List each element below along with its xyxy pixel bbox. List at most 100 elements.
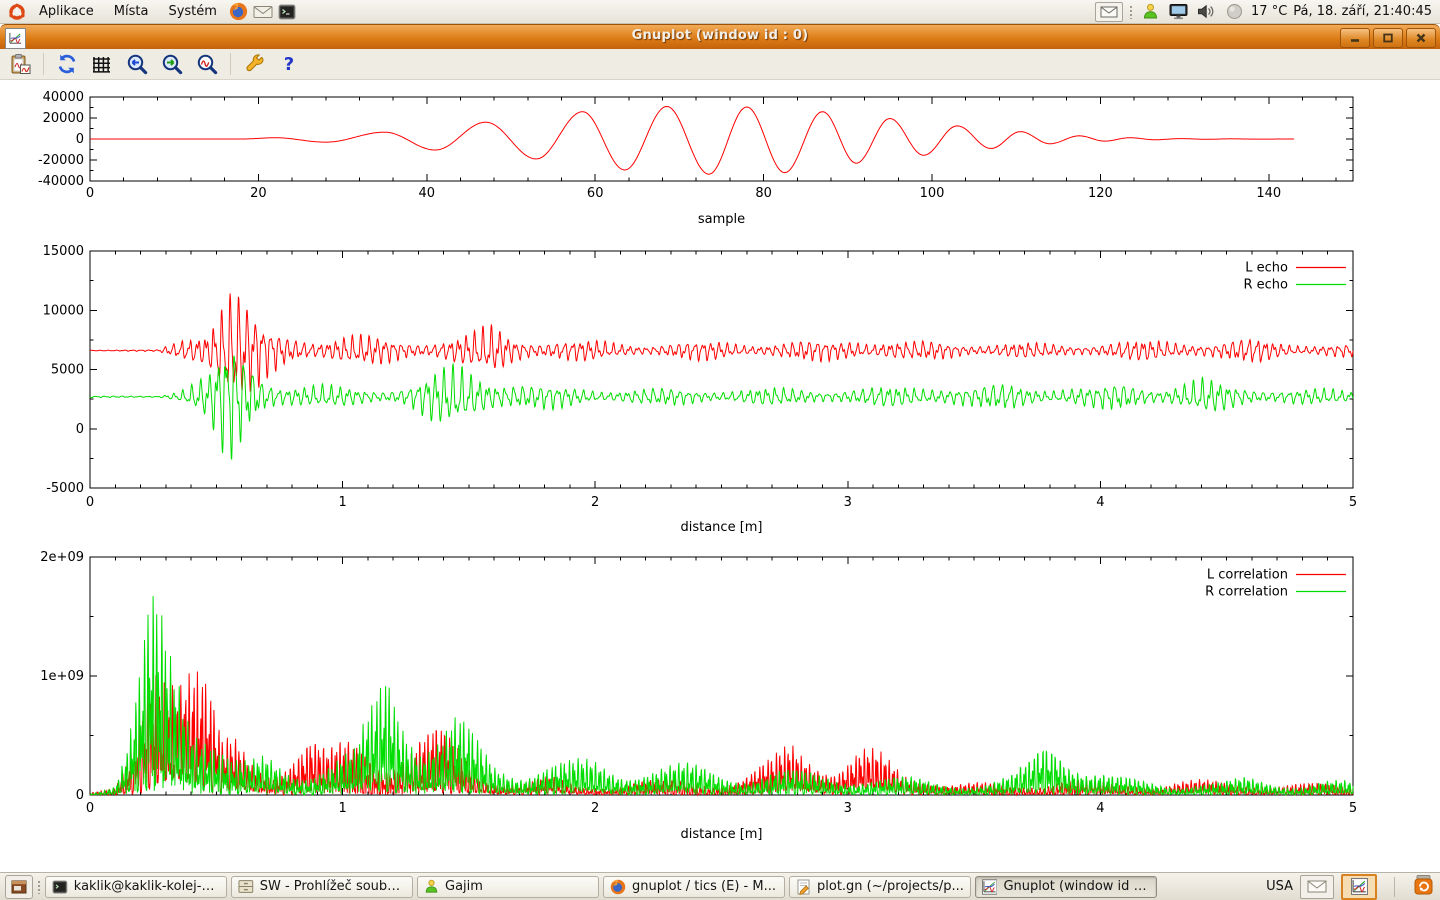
x-tick-label: 1	[338, 495, 346, 510]
show-desktop-button[interactable]	[5, 874, 33, 899]
terminal-launcher[interactable]	[276, 1, 298, 23]
help-button[interactable]: ?	[275, 51, 303, 77]
notification-mail-tray[interactable]	[1095, 1, 1124, 22]
ubuntu-menu-icon[interactable]	[6, 1, 28, 23]
clock[interactable]: Pá, 18. září, 21:40:45	[1293, 4, 1432, 19]
chart-correlation[interactable]: 0 1 2 3 4 5 0 1e+09 2e+09 distance [m] L correlati…	[0, 549, 1440, 849]
chart-sample-waveform[interactable]: 0 20 40 60 80 100 120 140 -40000 -20000 0 20000 4000…	[0, 88, 1440, 236]
toggle-grid-button[interactable]	[88, 51, 116, 77]
x-tick-label: 140	[1256, 186, 1281, 201]
x-tick-label: 0	[86, 186, 94, 201]
zoom-previous-icon	[127, 54, 148, 75]
terminal-icon	[52, 879, 68, 894]
task-label: SW - Prohlížeč souborů	[259, 879, 406, 894]
mail-launcher[interactable]	[252, 1, 274, 23]
firefox-launcher[interactable]	[228, 1, 250, 23]
x-tick-label: 3	[844, 801, 852, 816]
y-tick-label: 20000	[43, 111, 84, 126]
trash-applet[interactable]	[1412, 873, 1435, 900]
maximize-button[interactable]	[1373, 28, 1403, 48]
file-manager-icon	[238, 880, 254, 893]
clipboard-plot-icon	[11, 54, 31, 74]
wrench-icon	[246, 54, 264, 72]
tray-gnuplot[interactable]	[1341, 873, 1377, 900]
copy-to-clipboard-button[interactable]	[6, 51, 34, 77]
x-tick-label: 5	[1349, 495, 1357, 510]
ubuntu-logo-icon	[9, 3, 25, 20]
legend-label: R echo	[1243, 278, 1288, 293]
gnuplot-window-icon	[5, 28, 26, 49]
mail-icon	[1307, 880, 1327, 893]
task-label: kaklik@kaklik-kolej-u...	[73, 879, 220, 894]
task-label: Gnuplot (window id : 0)	[1003, 879, 1150, 894]
task-button-file-manager[interactable]: SW - Prohlížeč souborů	[231, 875, 413, 898]
terminal-icon	[278, 4, 296, 19]
weather-tray-icon[interactable]	[1223, 1, 1245, 23]
plot-axes: 0 1 2 3 4 5 0 1e+09 2e+09	[40, 550, 1357, 816]
menu-system[interactable]: Systém	[168, 3, 217, 19]
x-axis-label: sample	[698, 212, 745, 227]
toolbar-separator	[230, 53, 231, 75]
x-axis-label: distance [m]	[680, 520, 762, 535]
task-label: Gajim	[445, 879, 483, 894]
x-tick-label: 4	[1096, 495, 1104, 510]
toolbar-separator	[43, 53, 44, 75]
x-tick-label: 1	[338, 801, 346, 816]
x-tick-label: 120	[1088, 186, 1113, 201]
replot-button[interactable]	[53, 51, 81, 77]
gnuplot-canvas[interactable]	[0, 80, 1440, 872]
display-tray-icon[interactable]	[1167, 1, 1189, 23]
zoom-default-button[interactable]	[193, 51, 221, 77]
x-tick-label: 2	[591, 801, 599, 816]
series-r-echo	[89, 355, 1354, 460]
menu-applications[interactable]: Aplikace	[39, 3, 94, 19]
taskbar-handle	[37, 879, 41, 894]
firefox-icon	[610, 879, 626, 894]
speaker-icon	[1198, 4, 1214, 19]
volume-tray-icon[interactable]	[1195, 1, 1217, 23]
minimize-button[interactable]	[1340, 28, 1370, 48]
configure-button[interactable]	[240, 51, 268, 77]
tray-handle	[1129, 4, 1134, 19]
minimize-icon	[1351, 39, 1359, 42]
x-tick-label: 5	[1349, 801, 1357, 816]
help-icon: ?	[284, 54, 294, 75]
svg-text:?: ?	[284, 54, 294, 75]
legend-label: L echo	[1245, 261, 1288, 276]
task-label: plot.gn (~/projects/p...	[817, 879, 964, 894]
gajim-person-icon	[425, 879, 438, 893]
close-button[interactable]	[1406, 28, 1436, 48]
taskbar: kaklik@kaklik-kolej-u... SW - Prohlížeč …	[0, 872, 1440, 900]
taskbar-separator	[1394, 876, 1395, 897]
y-tick-label: 0	[76, 422, 84, 437]
task-button-gnuplot[interactable]: Gnuplot (window id : 0)	[975, 875, 1157, 898]
task-button-firefox[interactable]: gnuplot / tics (E) - M...	[603, 875, 785, 898]
task-button-gajim[interactable]: Gajim	[417, 875, 599, 898]
task-button-terminal[interactable]: kaklik@kaklik-kolej-u...	[45, 875, 227, 898]
zoom-previous-button[interactable]	[123, 51, 151, 77]
top-panel: Aplikace Místa Systém	[0, 0, 1440, 24]
plot-border	[89, 556, 1354, 796]
series-signal	[90, 105, 1295, 175]
menu-places[interactable]: Místa	[113, 3, 149, 19]
gnuplot-icon	[982, 878, 998, 895]
keyboard-layout-indicator[interactable]: USA	[1266, 879, 1293, 894]
maximize-icon	[1383, 33, 1393, 43]
gajim-person-icon	[1143, 3, 1157, 19]
y-tick-label: 10000	[43, 303, 84, 318]
gnuplot-icon	[1350, 878, 1368, 895]
plot-border	[89, 250, 1354, 489]
gajim-tray-icon[interactable]	[1139, 1, 1161, 23]
gnuplot-titlebar[interactable]: Gnuplot (window id : 0)	[0, 24, 1440, 49]
series-r-correlation	[89, 596, 1354, 797]
x-tick-label: 3	[844, 495, 852, 510]
zoom-next-button[interactable]	[158, 51, 186, 77]
y-tick-label: 2e+09	[40, 550, 84, 565]
x-tick-label: 60	[587, 186, 604, 201]
task-button-text-editor[interactable]: plot.gn (~/projects/p...	[789, 875, 971, 898]
gnuplot-toolbar: ?	[0, 49, 1440, 80]
tray-mail[interactable]	[1300, 874, 1334, 899]
mail-icon	[1100, 6, 1118, 17]
